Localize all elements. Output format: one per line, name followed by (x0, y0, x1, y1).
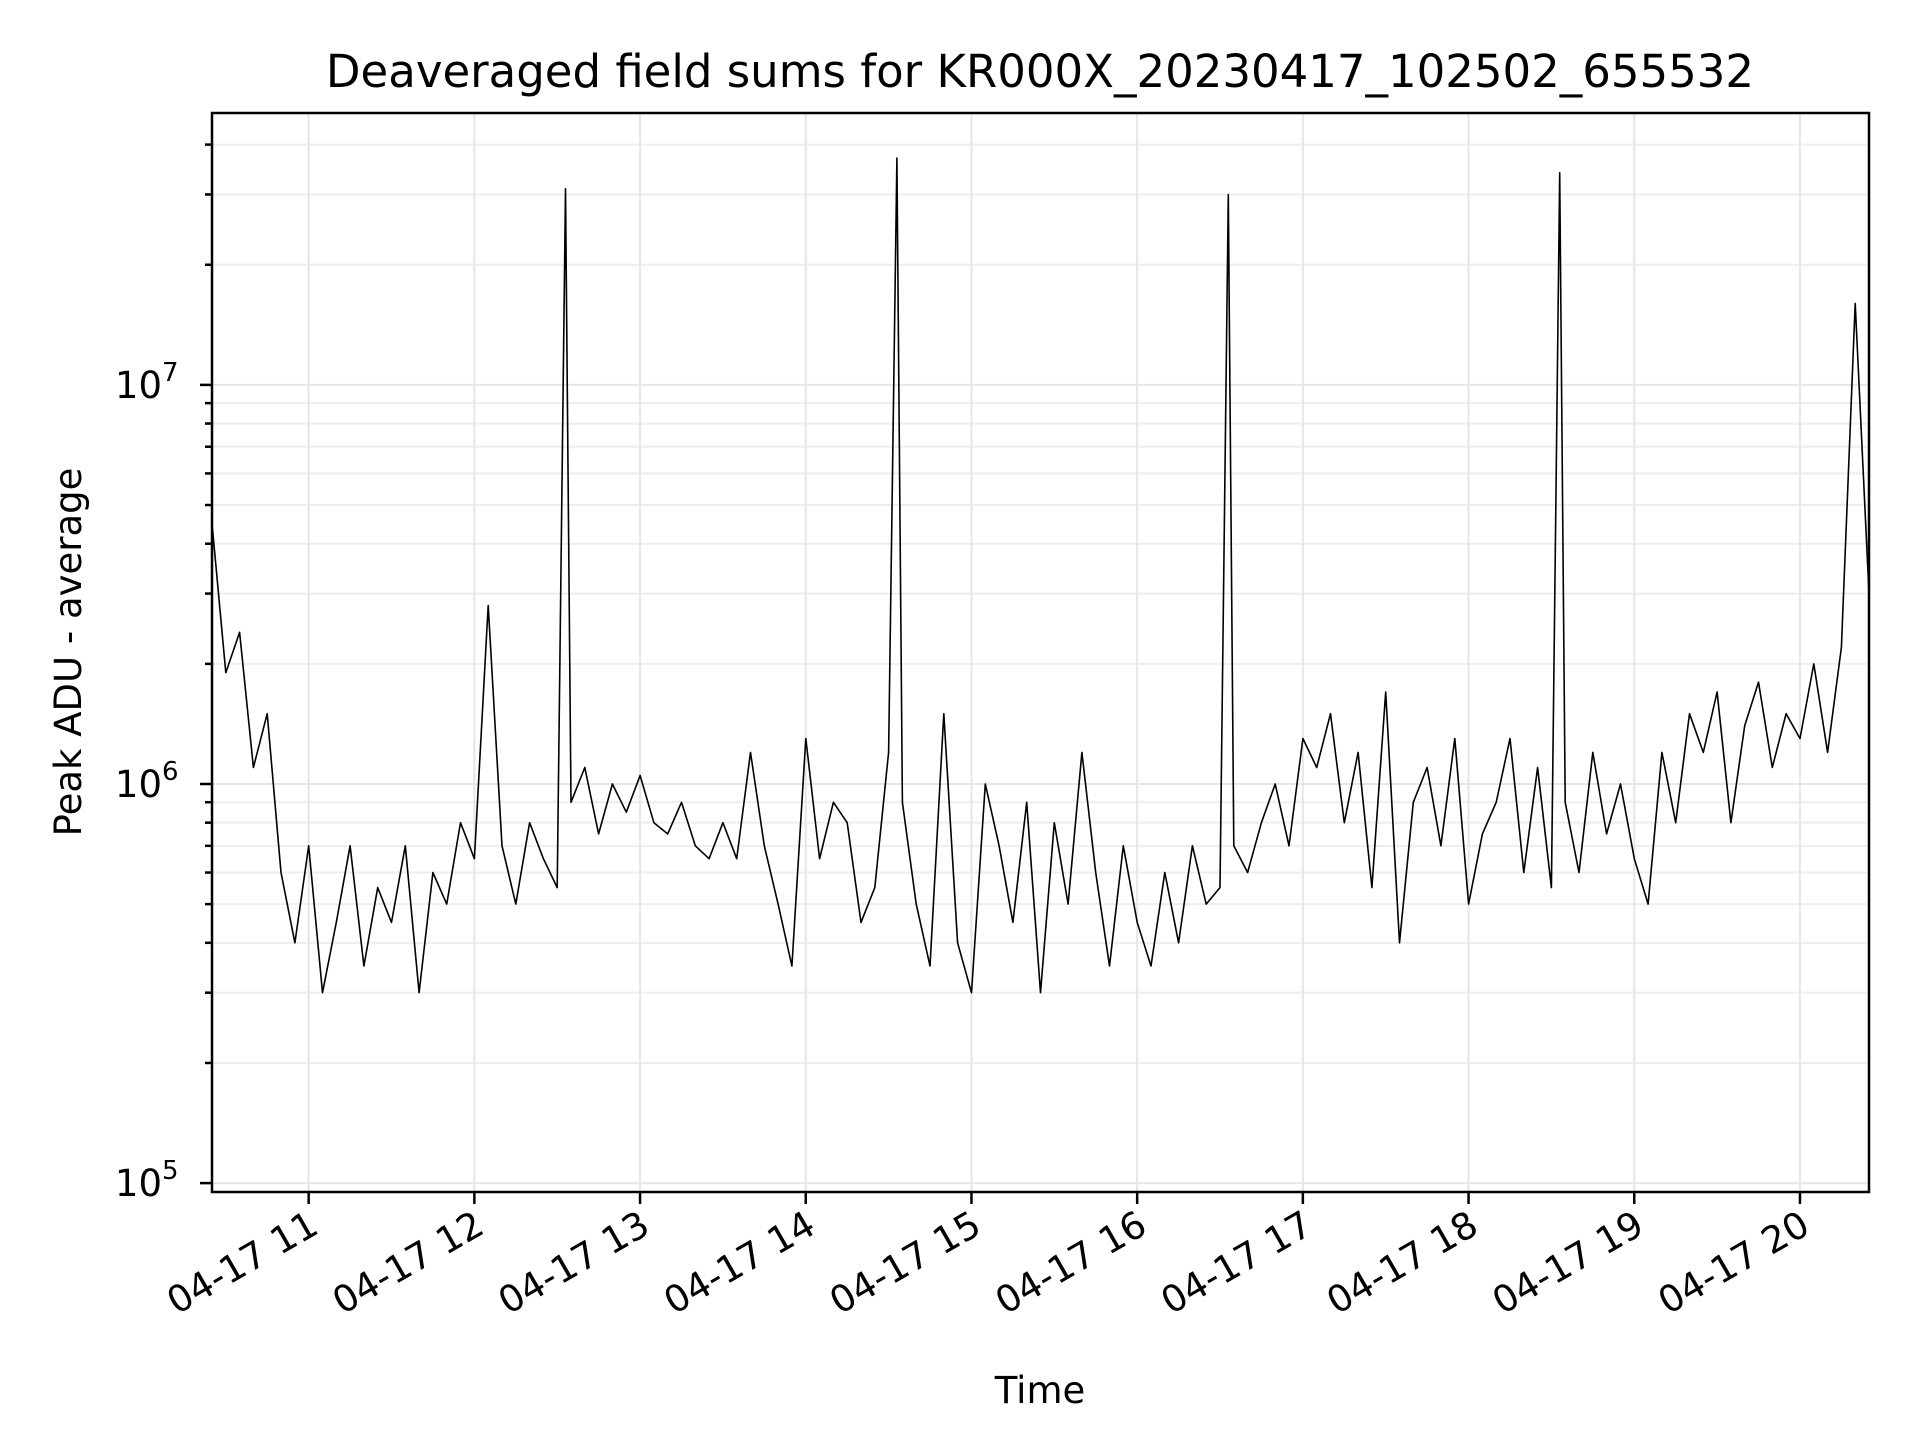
plot-frame (210, 111, 1871, 1194)
y-tick-label: 10 (115, 364, 162, 407)
grid (212, 113, 1869, 1192)
y-tick-label: 10 (115, 763, 162, 806)
y-tick-exponent: 7 (162, 358, 179, 388)
y-axis-label: Peak ADU - average (47, 468, 90, 837)
x-axis-label: Time (994, 1369, 1086, 1412)
series-line (211, 157, 1870, 994)
y-tick-label: 10 (115, 1162, 162, 1205)
chart-title: Deaveraged field sums for KR000X_2023041… (326, 45, 1754, 98)
y-tick-exponent: 5 (162, 1156, 179, 1186)
y-tick-exponent: 6 (162, 757, 179, 787)
series-layer (211, 157, 1870, 994)
